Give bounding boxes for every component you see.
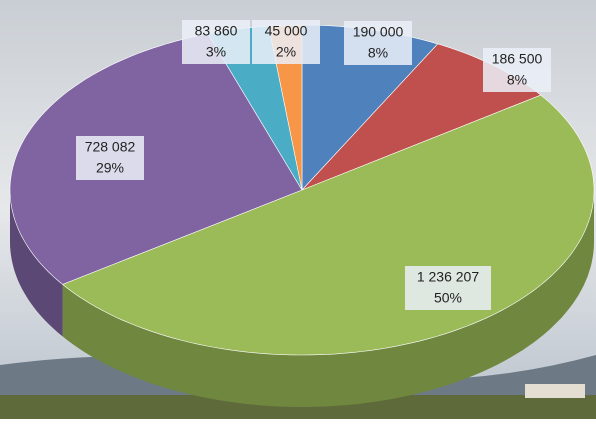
label-box (76, 136, 144, 180)
label-box (182, 20, 250, 64)
percent-label: 8% (507, 72, 527, 88)
value-label: 83 860 (195, 23, 238, 39)
label-box (252, 20, 320, 64)
label-box (405, 266, 491, 310)
house (525, 384, 585, 398)
percent-label: 8% (368, 45, 388, 61)
value-label: 186 500 (492, 51, 543, 67)
label-box (483, 48, 551, 92)
value-label: 1 236 207 (417, 269, 479, 285)
pie (9, 24, 595, 407)
percent-label: 2% (276, 44, 296, 60)
label-box (344, 21, 412, 65)
value-label: 45 000 (265, 23, 308, 39)
value-label: 190 000 (353, 24, 404, 40)
percent-label: 29% (96, 160, 124, 176)
slice-side (62, 190, 595, 407)
percent-label: 3% (206, 44, 226, 60)
slice (9, 33, 303, 285)
percent-label: 50% (434, 290, 462, 306)
labels: 190 000 8% 186 500 8% 1 236 207 50% 728 082 29%… (76, 20, 551, 310)
value-label: 728 082 (85, 139, 136, 155)
slice-side (10, 190, 63, 337)
